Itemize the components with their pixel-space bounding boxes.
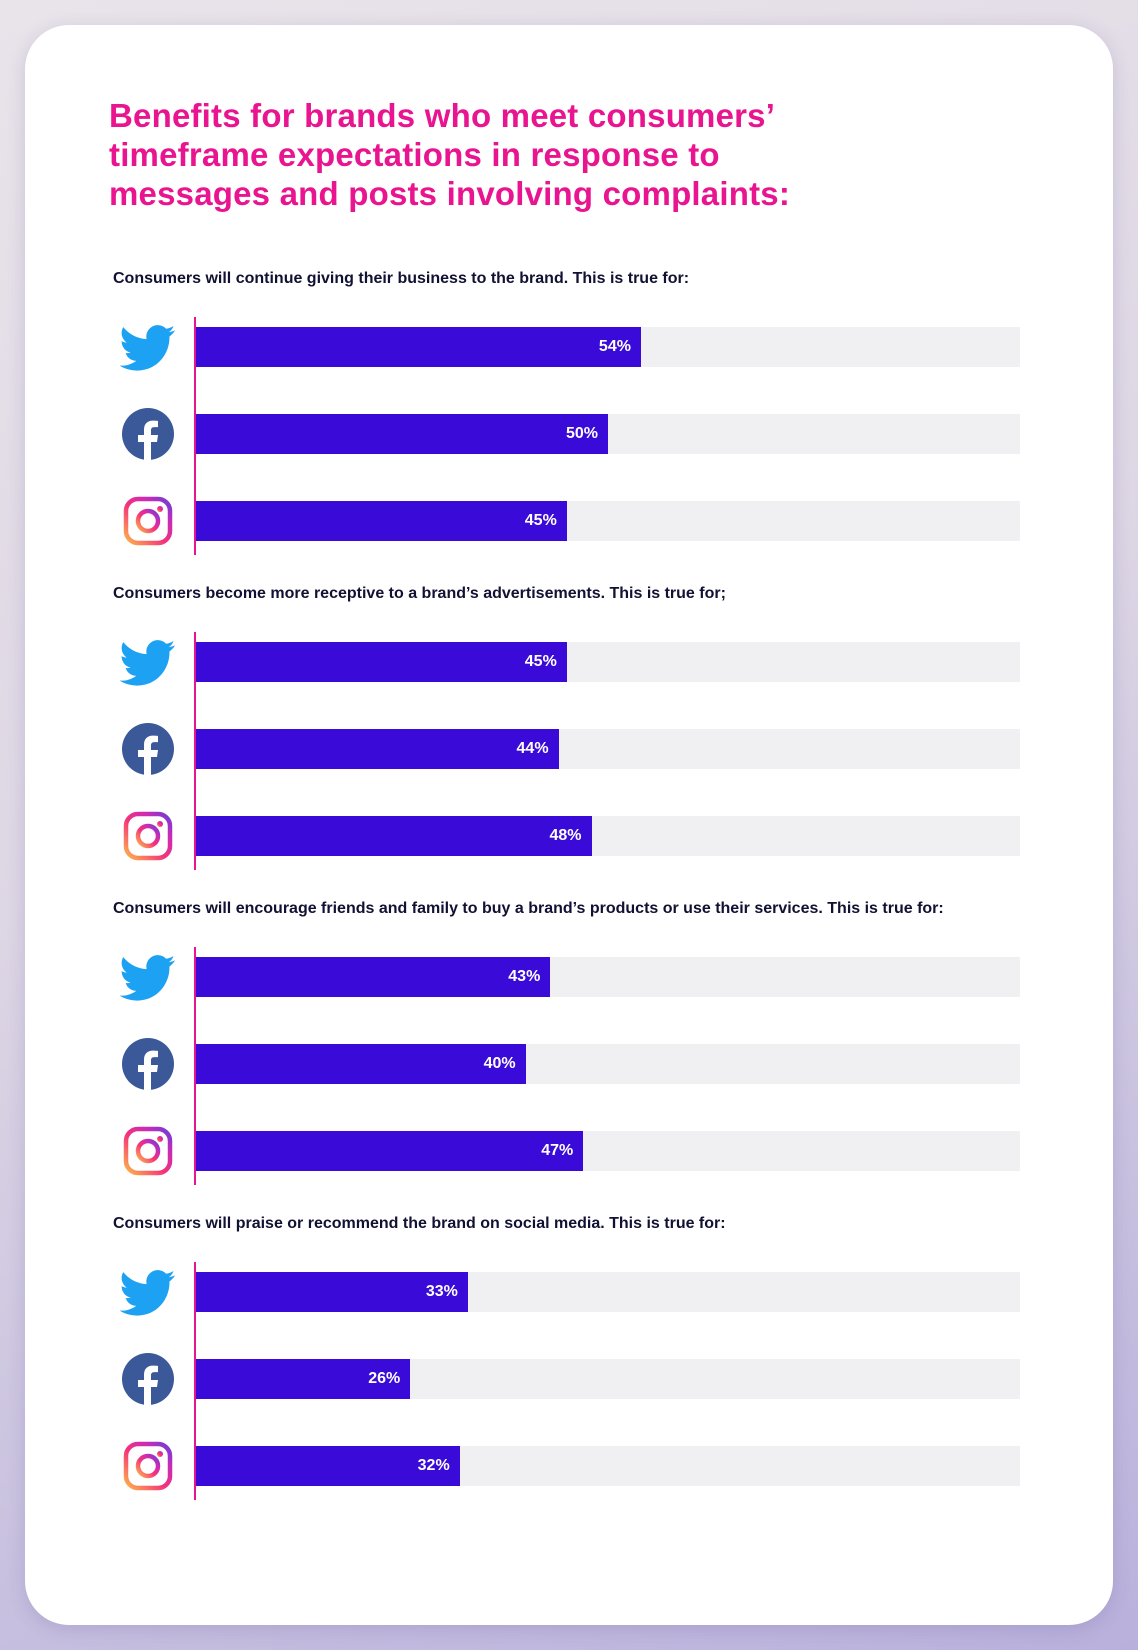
instagram-icon [120, 808, 176, 864]
bar-track: 33% [196, 1272, 1020, 1312]
bar-instagram: 47% [196, 1131, 584, 1171]
bar-facebook: 26% [196, 1359, 411, 1399]
bar-twitter: 33% [196, 1272, 468, 1312]
bar-instagram: 45% [196, 501, 567, 541]
bar-track: 54% [196, 327, 1020, 367]
bar-facebook: 50% [196, 414, 608, 454]
bar-value-label: 40% [483, 1055, 516, 1072]
bar-track: 44% [196, 729, 1020, 769]
bar-axis-line [194, 632, 196, 870]
bar-value-label: 44% [516, 740, 549, 757]
bar-facebook: 44% [196, 729, 559, 769]
instagram-icon [120, 493, 176, 549]
title-line-3: messages and posts involving complaints: [109, 175, 791, 212]
instagram-icon [120, 1438, 176, 1494]
bar-value-label: 48% [549, 827, 582, 844]
question-label: Consumers will encourage friends and fam… [113, 900, 944, 917]
bar-axis-line [194, 1262, 196, 1500]
bar-track: 48% [196, 816, 1020, 856]
bar-value-label: 50% [565, 425, 598, 442]
chart-title: Benefits for brands who meet consumers’ … [109, 96, 909, 213]
facebook-icon [120, 1036, 176, 1092]
bar-twitter: 43% [196, 957, 551, 997]
title-line-2: timeframe expectations in response to [109, 136, 720, 173]
twitter-icon [119, 634, 176, 690]
bar-value-label: 43% [508, 968, 541, 985]
bar-track: 45% [196, 642, 1020, 682]
title-line-1: Benefits for brands who meet consumers’ [109, 97, 776, 134]
bar-track: 40% [196, 1044, 1020, 1084]
bar-track: 26% [196, 1359, 1020, 1399]
question-label: Consumers will continue giving their bus… [113, 270, 690, 287]
twitter-icon [119, 1264, 176, 1320]
bar-axis-line [194, 947, 196, 1185]
bar-value-label: 33% [425, 1283, 458, 1300]
bar-value-label: 45% [524, 512, 557, 529]
bar-instagram: 32% [196, 1446, 460, 1486]
facebook-icon [120, 406, 176, 462]
question-label: Consumers will praise or recommend the b… [113, 1215, 726, 1232]
bar-twitter: 54% [196, 327, 641, 367]
bar-instagram: 48% [196, 816, 592, 856]
facebook-icon [120, 1351, 176, 1407]
bar-value-label: 26% [368, 1370, 401, 1387]
bar-track: 32% [196, 1446, 1020, 1486]
bar-value-label: 54% [598, 338, 631, 355]
bar-value-label: 32% [417, 1457, 450, 1474]
bar-twitter: 45% [196, 642, 567, 682]
bar-value-label: 47% [541, 1142, 574, 1159]
twitter-icon [119, 949, 176, 1005]
bar-value-label: 45% [524, 653, 557, 670]
bar-axis-line [194, 317, 196, 555]
twitter-icon [119, 319, 176, 375]
bar-track: 47% [196, 1131, 1020, 1171]
instagram-icon [120, 1123, 176, 1179]
question-label: Consumers become more receptive to a bra… [113, 585, 726, 602]
facebook-icon [120, 721, 176, 777]
bar-track: 50% [196, 414, 1020, 454]
bar-track: 43% [196, 957, 1020, 997]
bar-track: 45% [196, 501, 1020, 541]
bar-facebook: 40% [196, 1044, 526, 1084]
